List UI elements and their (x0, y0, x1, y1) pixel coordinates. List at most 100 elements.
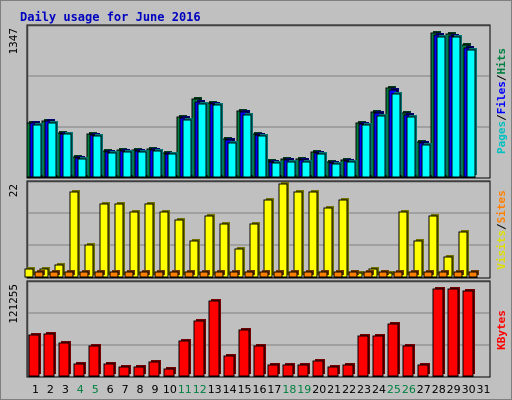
bar-visits-day-6 (99, 203, 109, 278)
bar-visits-day-28 (428, 215, 438, 278)
bar-pages-day-2 (47, 122, 57, 178)
bar-visits-day-1 (24, 268, 34, 278)
bar-visits-day-21 (323, 207, 333, 278)
x-tick-label-20: 20 (312, 383, 326, 396)
x-tick-label-5: 5 (92, 383, 99, 396)
legend-item: / (495, 114, 508, 121)
bar-pages-day-5 (92, 135, 102, 178)
bar-sites-day-5 (94, 271, 104, 278)
bar-pages-day-11 (182, 119, 192, 178)
bar-visits-day-7 (114, 203, 124, 278)
bar-pages-day-28 (436, 36, 446, 178)
bar-sites-day-25 (393, 271, 403, 278)
bar-sites-day-30 (468, 271, 478, 278)
bar-sites-day-13 (214, 271, 224, 278)
bar-visits-day-22 (338, 199, 348, 278)
bar-sites-day-3 (64, 271, 74, 278)
x-tick-label-15: 15 (238, 383, 252, 396)
bar-visits-day-5 (84, 244, 94, 278)
bar-sites-day-10 (169, 271, 179, 278)
bar-sites-day-24 (378, 271, 388, 278)
legend-item: Hits (495, 48, 508, 75)
legend-item: Files (495, 81, 508, 114)
bar-sites-day-14 (229, 271, 239, 278)
bar-kbytes-day-23 (357, 335, 369, 377)
x-tick-label-6: 6 (107, 383, 114, 396)
bar-pages-day-8 (137, 151, 147, 178)
bar-pages-day-26 (406, 116, 416, 178)
legend-item: / (495, 74, 508, 81)
bar-visits-day-17 (263, 199, 273, 278)
bar-visits-day-4 (69, 191, 79, 278)
legend-item: Pages (495, 121, 508, 154)
x-tick-label-13: 13 (208, 383, 222, 396)
bar-kbytes-day-27 (417, 364, 429, 377)
bar-visits-day-11 (174, 219, 184, 278)
bar-sites-day-26 (408, 271, 418, 278)
bar-pages-day-12 (197, 103, 207, 178)
bar-sites-day-29 (453, 271, 463, 278)
bar-pages-day-1 (32, 124, 42, 178)
bar-kbytes-day-21 (327, 366, 339, 377)
bar-sites-day-9 (154, 271, 164, 278)
bar-sites-day-19 (303, 271, 313, 278)
bar-kbytes-day-25 (387, 323, 399, 377)
bar-pages-day-16 (257, 135, 267, 178)
bar-sites-day-4 (79, 271, 89, 278)
bar-visits-day-29 (443, 256, 453, 278)
bar-sites-day-8 (139, 271, 149, 278)
legend-kbytes: KBytes (495, 310, 508, 350)
bar-pages-day-23 (361, 124, 371, 178)
x-tick-label-17: 17 (267, 383, 281, 396)
legend-item: Sites (495, 190, 508, 223)
bar-visits-day-20 (308, 191, 318, 278)
bar-sites-day-12 (199, 271, 209, 278)
bar-kbytes-day-28 (432, 288, 444, 377)
bar-sites-day-7 (124, 271, 134, 278)
x-tick-label-24: 24 (372, 383, 386, 396)
bar-pages-day-17 (271, 162, 281, 178)
bar-sites-day-20 (318, 271, 328, 278)
legend-item: / (495, 223, 508, 230)
bar-pages-day-25 (391, 93, 401, 178)
bar-kbytes-day-14 (223, 355, 235, 377)
bar-kbytes-day-2 (43, 333, 55, 377)
legend-item: Visits (495, 230, 508, 270)
bar-kbytes-day-15 (238, 329, 250, 377)
bar-kbytes-day-4 (73, 363, 85, 377)
x-tick-label-12: 12 (193, 383, 207, 396)
bar-pages-day-27 (421, 144, 431, 178)
bar-kbytes-day-29 (447, 288, 459, 377)
bar-kbytes-day-19 (297, 364, 309, 377)
bar-kbytes-day-18 (282, 364, 294, 377)
bar-sites-day-2 (49, 271, 59, 278)
bar-sites-day-17 (273, 271, 283, 278)
bar-pages-day-21 (331, 163, 341, 178)
x-tick-label-4: 4 (77, 383, 84, 396)
x-tick-label-27: 27 (417, 383, 431, 396)
x-tick-label-28: 28 (432, 383, 446, 396)
bar-visits-day-26 (398, 211, 408, 278)
legend-item: KBytes (495, 310, 508, 350)
bar-pages-day-7 (122, 151, 132, 178)
bar-sites-day-23 (363, 271, 373, 278)
bar-pages-day-22 (346, 161, 356, 178)
bar-sites-day-11 (184, 271, 194, 278)
x-tick-label-1: 1 (32, 383, 39, 396)
bar-pages-day-24 (376, 115, 386, 178)
x-tick-label-3: 3 (62, 383, 69, 396)
x-tick-label-18: 18 (282, 383, 296, 396)
bar-sites-day-21 (333, 271, 343, 278)
bar-kbytes-day-16 (253, 345, 265, 377)
bar-sites-day-28 (438, 271, 448, 278)
max-label-hits-files-pages: 1347 (7, 28, 20, 55)
bar-kbytes-day-1 (28, 334, 40, 377)
bar-kbytes-day-8 (133, 366, 145, 377)
x-tick-label-29: 29 (447, 383, 461, 396)
bar-visits-day-10 (159, 211, 169, 278)
x-tick-label-30: 30 (462, 383, 476, 396)
bar-kbytes-day-9 (148, 361, 160, 377)
x-tick-label-16: 16 (253, 383, 267, 396)
x-tick-label-14: 14 (223, 383, 237, 396)
